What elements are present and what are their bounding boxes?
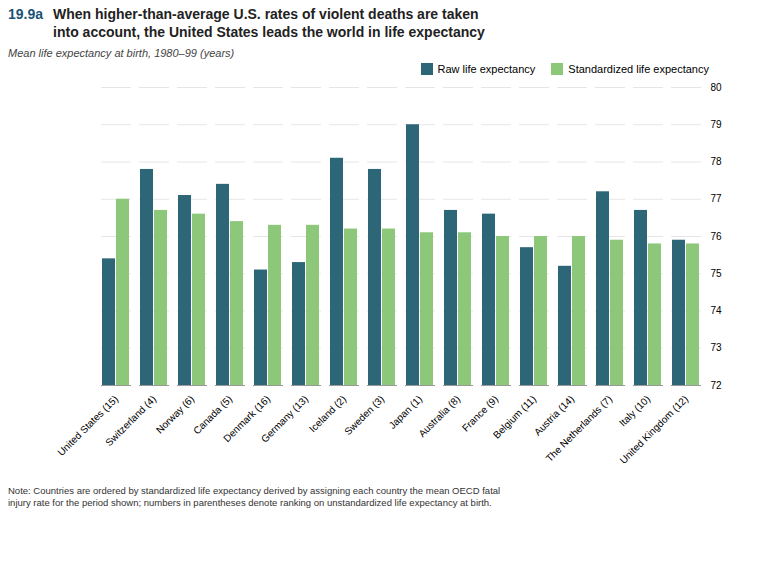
svg-text:France (9): France (9) (460, 393, 500, 433)
svg-text:Italy (10): Italy (10) (617, 393, 652, 428)
html-text:Raw life expectancy: Raw life expectancy (437, 63, 536, 75)
html-text:19.9a: 19.9a (8, 6, 43, 22)
svg-text:Norway (6): Norway (6) (154, 393, 196, 435)
svg-text:Canada (5): Canada (5) (191, 393, 235, 437)
svg-text:Sweden (3): Sweden (3) (342, 393, 386, 437)
svg-text:78: 78 (711, 156, 723, 167)
svg-text:Denmark (16): Denmark (16) (221, 393, 273, 445)
html-text:Mean life expectancy at birth,: Mean life expectancy at birth, 1980–99 (… (8, 47, 235, 59)
svg-text:Belgium (11): Belgium (11) (491, 393, 538, 440)
svg-text:80: 80 (711, 82, 723, 93)
svg-text:77: 77 (711, 193, 723, 204)
svg-text:76: 76 (711, 231, 723, 242)
svg-text:72: 72 (711, 380, 723, 391)
svg-text:United States (15): United States (15) (55, 393, 121, 458)
svg-text:The Netherlands (7): The Netherlands (7) (544, 393, 615, 464)
svg-text:Iceland (2): Iceland (2) (307, 393, 349, 435)
svg-text:Australia (8): Australia (8) (416, 393, 462, 439)
svg-text:74: 74 (711, 305, 723, 316)
svg-text:United Kingdom (12): United Kingdom (12) (618, 393, 691, 466)
svg-text:75: 75 (711, 268, 723, 279)
svg-text:Germany (13): Germany (13) (259, 393, 310, 444)
html-text:When higher-than-average U.S.: When higher-than-average U.S. rates of v… (53, 6, 485, 40)
svg-text:Austria (14): Austria (14) (531, 393, 577, 438)
svg-text:Switzerland (4): Switzerland (4) (103, 393, 158, 448)
html-text:Note: Countries are ordered by: Note: Countries are ordered by standardi… (8, 485, 501, 509)
svg-text:Japan (1): Japan (1) (387, 393, 425, 431)
svg-text:79: 79 (711, 119, 723, 130)
svg-text:73: 73 (711, 342, 723, 353)
html-text:Standardized life expectancy: Standardized life expectancy (568, 63, 709, 75)
